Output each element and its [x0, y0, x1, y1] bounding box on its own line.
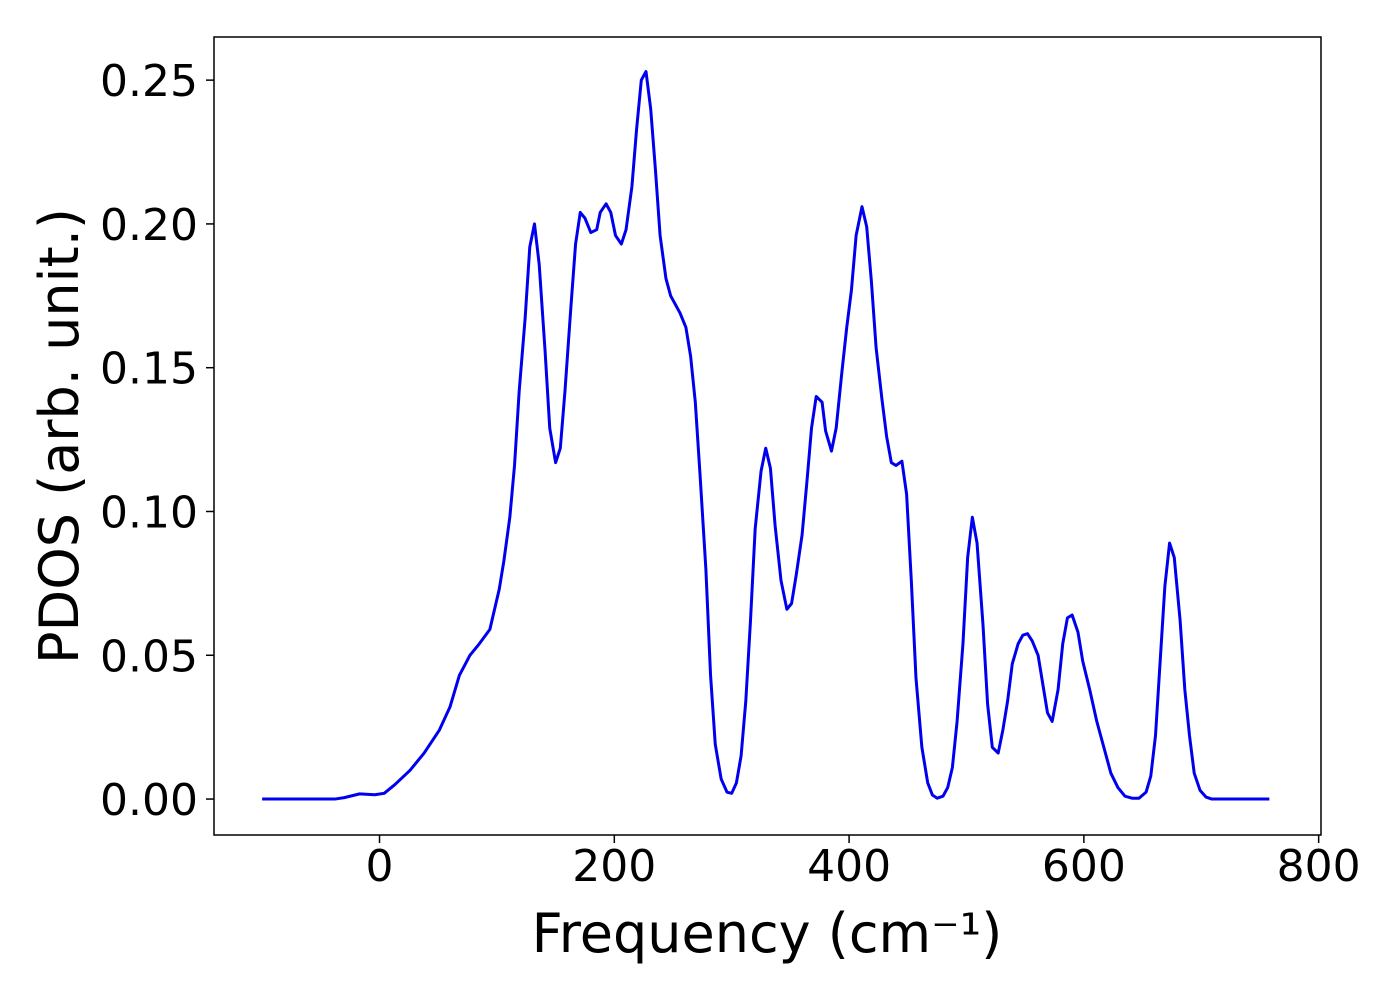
x-tick-label: 400	[807, 841, 891, 892]
x-tick-label: 0	[366, 841, 394, 892]
y-axis-label: PDOS (arb. unit.)	[28, 208, 91, 664]
x-tick-label: 200	[572, 841, 656, 892]
x-tick-label: 600	[1042, 841, 1126, 892]
y-tick-label: 0.20	[100, 200, 198, 251]
y-tick-label: 0.15	[100, 344, 198, 395]
y-tick-label: 0.10	[100, 487, 198, 538]
plot-frame	[213, 36, 1322, 836]
y-tick-label: 0.00	[100, 775, 198, 826]
x-tick-label: 800	[1277, 841, 1361, 892]
x-axis-label: Frequency (cm⁻¹)	[532, 902, 1003, 965]
data-line	[262, 70, 1270, 801]
y-tick-label: 0.25	[100, 56, 198, 107]
y-tick-label: 0.05	[100, 631, 198, 682]
